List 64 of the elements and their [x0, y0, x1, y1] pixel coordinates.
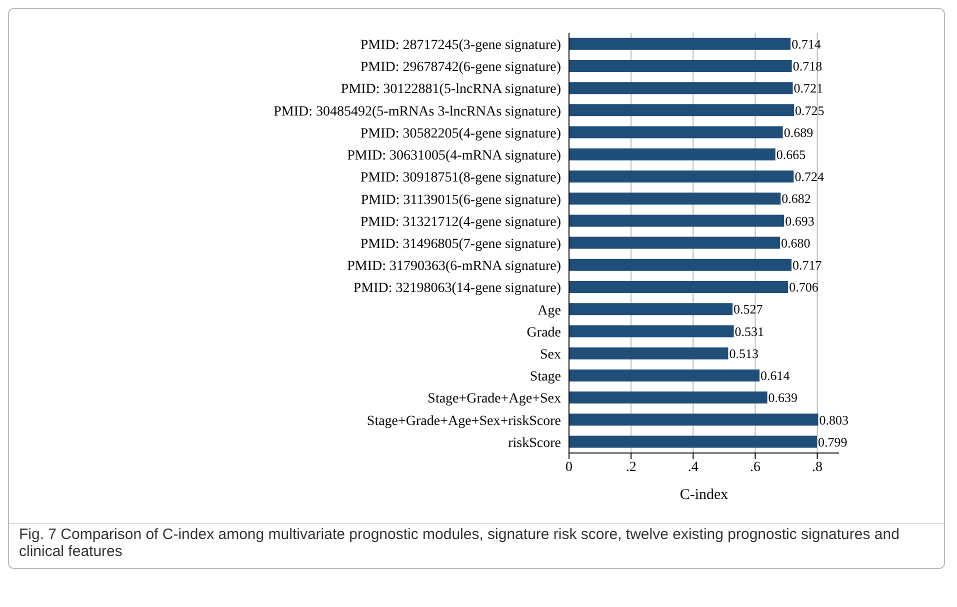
x-tick-label: .2	[626, 460, 636, 475]
bar	[569, 325, 734, 338]
data-label: 0.513	[729, 346, 758, 361]
y-tick-label: Grade	[526, 325, 561, 340]
bar	[569, 104, 794, 116]
y-tick-label: Stage	[530, 370, 561, 385]
y-tick-label: PMID: 31321712(4-gene signature)	[360, 214, 562, 230]
data-label: 0.799	[818, 434, 848, 450]
data-label: 0.718	[792, 58, 822, 74]
bar	[569, 258, 792, 271]
bar	[569, 414, 818, 426]
y-tick-label: PMID: 32198063(14-gene signature)	[353, 281, 562, 296]
data-label: 0.527	[734, 302, 764, 317]
data-label: 0.706	[789, 280, 819, 295]
bar	[569, 38, 791, 50]
data-label: 0.717	[792, 258, 822, 273]
data-label: 0.721	[794, 80, 824, 96]
data-label: 0.693	[785, 213, 814, 228]
y-tick-label: Stage+Grade+Age+Sex+riskScore	[366, 414, 561, 429]
data-label: 0.714	[792, 36, 822, 52]
bar	[569, 126, 783, 138]
bar	[569, 214, 784, 227]
data-label: 0.614	[760, 368, 790, 384]
bar	[569, 236, 780, 249]
bar	[569, 148, 776, 160]
y-tick-label: PMID: 30631005(4-mRNA signature)	[347, 148, 562, 164]
data-label: 0.682	[782, 191, 811, 206]
y-tick-label: PMID: 31790363(6-mRNA signature)	[347, 259, 562, 274]
bar	[569, 192, 781, 205]
data-label: 0.665	[776, 147, 806, 162]
y-tick-label: PMID: 31496805(7-gene signature)	[360, 236, 562, 252]
x-tick-label: .4	[688, 460, 698, 475]
bar	[569, 392, 768, 404]
bar	[569, 347, 728, 360]
data-label: 0.724	[794, 169, 824, 184]
data-label: 0.803	[819, 412, 848, 428]
x-tick-label: .6	[750, 460, 760, 475]
y-tick-label: riskScore	[508, 436, 561, 451]
data-label: 0.725	[795, 102, 824, 118]
data-label: 0.639	[768, 390, 798, 406]
bar	[569, 82, 793, 94]
bar	[569, 436, 817, 448]
bar	[569, 60, 792, 72]
data-label: 0.531	[734, 324, 764, 339]
y-tick-label: PMID: 30122881(5-lncRNA signature)	[340, 82, 562, 98]
bar	[569, 170, 794, 182]
x-tick-label: 0	[566, 460, 572, 475]
y-tick-label: PMID: 30582205(4-gene signature)	[360, 126, 562, 142]
bar	[569, 281, 788, 294]
x-tick-label: .8	[812, 460, 823, 475]
y-tick-label: Stage+Grade+Age+Sex	[428, 392, 561, 407]
y-tick-label: PMID: 29678742(6-gene signature)	[360, 60, 562, 76]
x-axis-title: C-index	[680, 487, 729, 503]
data-label: 0.680	[781, 235, 810, 250]
data-label: 0.689	[784, 124, 814, 140]
y-tick-label: PMID: 31139015(6-gene signature)	[360, 192, 562, 208]
y-tick-label: Sex	[540, 347, 561, 362]
y-tick-label: PMID: 28717245(3-gene signature)	[360, 38, 562, 54]
bar	[569, 303, 733, 316]
y-tick-label: Age	[538, 303, 561, 318]
bar	[569, 369, 760, 382]
y-tick-label: PMID: 30485492(5-mRNAs 3-lncRNAs signature)	[274, 104, 562, 120]
y-tick-label: PMID: 30918751(8-gene signature)	[360, 170, 562, 186]
caption: Fig. 7 Comparison of C-index among multivariate prognostic modules, signature risk score, twelve existing prognostic signatures and clinical features	[9, 523, 944, 562]
